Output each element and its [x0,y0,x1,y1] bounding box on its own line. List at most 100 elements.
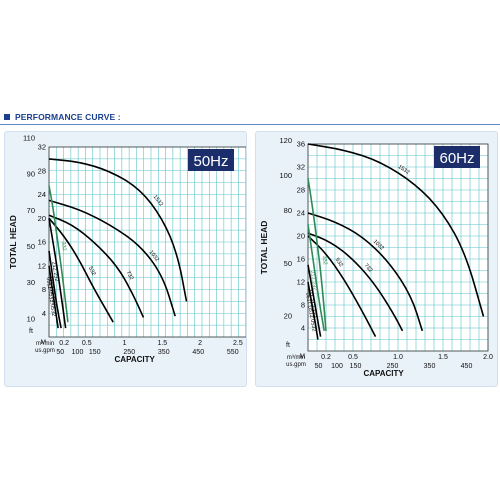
x-tick-label-gpm: 550 [227,349,239,356]
curve-532 [48,217,114,323]
chart-60hz: 4 8 12 16 20 24 28 32 36 M 20 50 80 100 120 ft TOTAL HEA… [259,136,493,378]
x-tick-label-gpm: 250 [387,363,399,370]
x-unit-label-gpm: us.gpm [286,362,306,368]
y-axis-title: TOTAL HEAD [259,221,269,275]
curve-label-532: 532 [87,266,97,277]
x-unit-label-m3min: m³/min [36,341,54,347]
curve-732 [48,214,145,318]
badge-label: 50Hz [193,153,228,170]
curve-label-212-232: 212.232 [50,261,59,282]
x-axis-title: CAPACITY [115,355,156,364]
y-tick-label-ft: 80 [284,206,292,215]
x-tick-label-gpm: 450 [461,363,473,370]
x-tick-label-gpm: 250 [123,349,135,356]
y-tick-label-m: 12 [38,261,46,270]
y-tick-label-ft: 20 [284,311,292,320]
y-tick-label-ft: 10 [27,314,35,323]
curve-0511-0512-0532 [48,265,59,329]
x-tick-label-m3min: 1.0 [393,354,403,361]
y-tick-label-m: 20 [297,232,305,241]
curve-label-332: 332 [60,241,67,251]
x-tick-label-m3min: 1.5 [157,340,167,347]
y-tick-label-m: 24 [297,209,305,218]
curve-332 [48,185,69,323]
curve-label-1532: 1532 [397,164,411,176]
curve-1032 [307,212,424,332]
section-title: PERFORMANCE CURVE : [15,112,121,122]
y-tick-label-ft: 50 [284,259,292,268]
x-tick-label-m3min: 0.5 [348,354,358,361]
section-header: PERFORMANCE CURVE : [4,110,121,124]
y-tick-label-m: 28 [38,166,46,175]
x-unit-label-m3min: m³/min [287,355,305,361]
x-tick-label-gpm: 100 [331,363,343,370]
curve-212-232 [48,218,67,329]
x-tick-label-m3min: 1.5 [438,354,448,361]
chart-panel-60hz: 4 8 12 16 20 24 28 32 36 M 20 50 80 100 120 ft TOTAL HEA… [255,131,498,387]
header-divider [0,124,500,125]
x-tick-label-m3min: 1 [123,340,127,347]
chart-panel-50hz: 4 8 12 16 20 24 28 32 M 10 30 50 70 90 110 ft TOTAL HEAD… [4,131,247,387]
curve-label-732: 732 [363,263,374,274]
y-tick-label-ft: 100 [279,171,292,180]
curve-0511-0512-0532 [307,281,319,340]
x-tick-label-m3min: 0.2 [321,354,331,361]
x-tick-label-gpm: 100 [72,349,84,356]
x-tick-label-gpm: 450 [192,349,204,356]
x-tick-label-m3min: 2.0 [483,354,493,361]
y-tick-label-m: 4 [301,324,305,333]
frequency-badge: 50Hz [188,149,234,171]
plot-border [307,143,489,352]
x-tick-label-gpm: 350 [424,363,436,370]
y-tick-label-m: 16 [297,255,305,264]
y-tick-label-ft: 30 [27,278,35,287]
curve-label-532: 532 [334,257,344,268]
frequency-badge: 60Hz [434,146,480,168]
y-tick-label-m: 4 [42,309,46,318]
y-tick-label-m: 24 [38,190,46,199]
y-tick-label-ft: 120 [279,136,292,145]
y-tick-label-ft: 90 [27,170,35,179]
y-tick-label-m: 12 [297,278,305,287]
y-tick-label-ft: 50 [27,242,35,251]
y-tick-label-m: 28 [297,186,305,195]
curve-532 [307,235,377,337]
curve-1032 [48,199,176,317]
badge-label: 60Hz [439,150,474,167]
curve-732 [307,232,404,332]
curve-label-212-232: 212.232 [309,270,318,291]
x-unit-label-gpm: us.gpm [35,348,55,354]
y-axis-title: TOTAL HEAD [8,215,18,269]
curve-212-232 [307,224,325,332]
curve-label-111-112-132: 111.112.132 [47,276,57,306]
x-tick-label-gpm: 150 [89,349,101,356]
curve-1532 [48,158,188,302]
curves: 15321032732532332212.232111.112.1320511.… [45,158,188,329]
plot-border [48,146,246,338]
curve-label-0511-0512-0532: 0511.0512.0532 [45,277,57,317]
grid [48,146,246,338]
x-tick-label-m3min: 2 [198,340,202,347]
x-tick-label-m3min: 0.5 [82,340,92,347]
curve-111-112-132 [48,250,62,329]
y-unit-label-ft: ft [286,342,290,349]
x-tick-label-gpm: 50 [56,349,64,356]
x-tick-label-gpm: 350 [158,349,170,356]
x-tick-label-gpm: 150 [350,363,362,370]
x-tick-label-gpm: 50 [315,363,323,370]
y-unit-label-m: M [41,339,46,346]
y-tick-label-m: 8 [42,285,46,294]
curve-111-112-132 [307,264,322,337]
x-tick-label-m3min: 2.5 [233,340,243,347]
square-bullet-icon [4,114,10,120]
y-tick-label-m: 36 [297,140,305,149]
x-tick-label-m3min: 0.2 [59,340,69,347]
curve-label-332: 332 [321,255,328,265]
badge-background [434,146,480,168]
y-tick-label-m: 8 [301,301,305,310]
curve-1532 [307,143,485,317]
curve-label-732: 732 [125,270,135,281]
y-tick-label-m: 32 [38,143,46,152]
y-tick-label-ft: 70 [27,206,35,215]
